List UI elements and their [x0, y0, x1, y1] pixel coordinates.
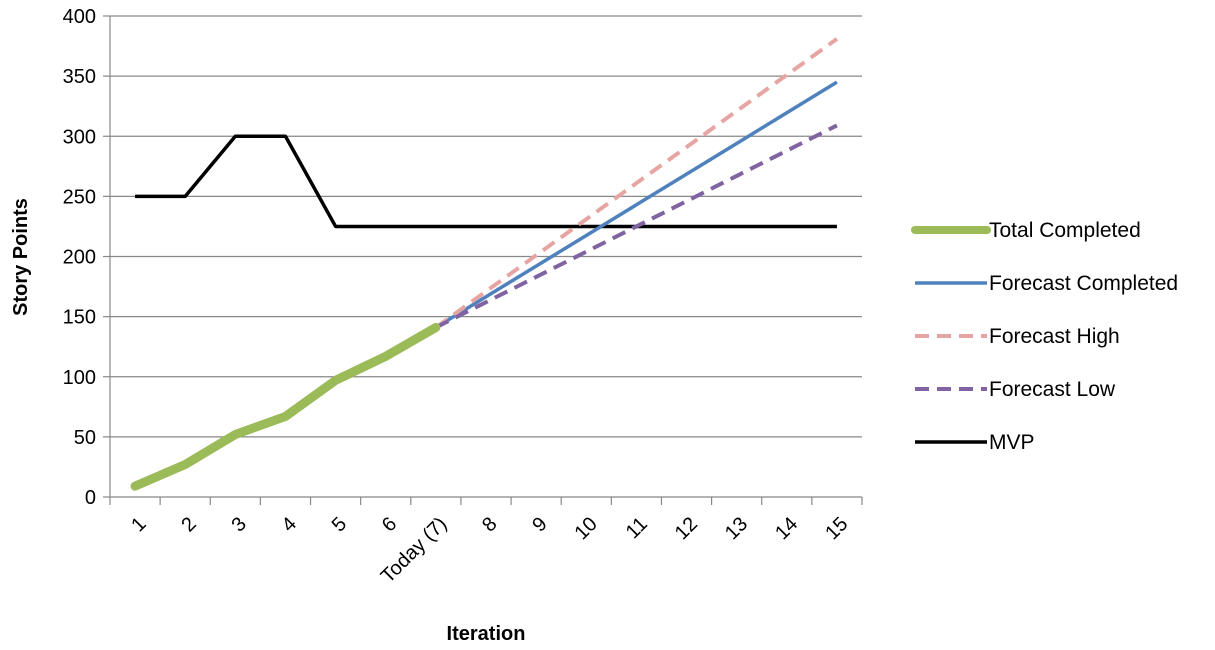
series-lines: [130, 37, 839, 491]
y-tick-label: 200: [63, 247, 96, 269]
x-tick-label: 10: [571, 513, 602, 544]
y-tick-label: 400: [63, 6, 96, 28]
x-tick-label: 13: [721, 513, 752, 544]
legend-label-mvp: MVP: [989, 431, 1035, 454]
y-axis-title: Story Points: [10, 198, 32, 316]
y-tick-label: 100: [63, 367, 96, 389]
series-line-mvp: [135, 134, 837, 229]
legend-label-forecast-completed: Forecast Completed: [989, 272, 1178, 295]
series-line-forecast-high: [434, 37, 839, 330]
x-tick-label: 8: [478, 513, 501, 536]
x-tick-label: 14: [771, 513, 802, 544]
legend-label-forecast-high: Forecast High: [989, 325, 1120, 348]
y-tick-label: 150: [63, 307, 96, 329]
x-axis-title: Iteration: [447, 623, 526, 645]
y-tick-label: 300: [63, 126, 96, 148]
x-tick-label: 3: [227, 513, 250, 536]
x-tick-label: 15: [821, 513, 852, 544]
legend-label-forecast-low: Forecast Low: [989, 378, 1116, 401]
x-tick-label: 2: [177, 513, 200, 536]
y-tick-label: 0: [85, 487, 96, 509]
x-tick-label: 12: [671, 513, 702, 544]
legend: Total Completed Forecast Completed Forecas…: [911, 219, 1178, 454]
series-line-forecast-low: [434, 123, 838, 330]
y-tick-label: 350: [63, 66, 96, 88]
x-tick-label: 9: [528, 513, 551, 536]
x-tick-label: 6: [378, 513, 401, 536]
y-tick-label: 50: [74, 427, 96, 449]
series-line-forecast-completed: [434, 80, 838, 329]
legend-label-total-completed: Total Completed: [989, 219, 1141, 242]
y-tick-label: 250: [63, 186, 96, 208]
x-tick-label: 1: [127, 513, 150, 536]
x-tick-label: 5: [328, 513, 351, 536]
series-line-total-completed: [130, 322, 441, 491]
x-tick-label: 11: [622, 513, 652, 543]
x-tick-label: 4: [278, 513, 301, 536]
